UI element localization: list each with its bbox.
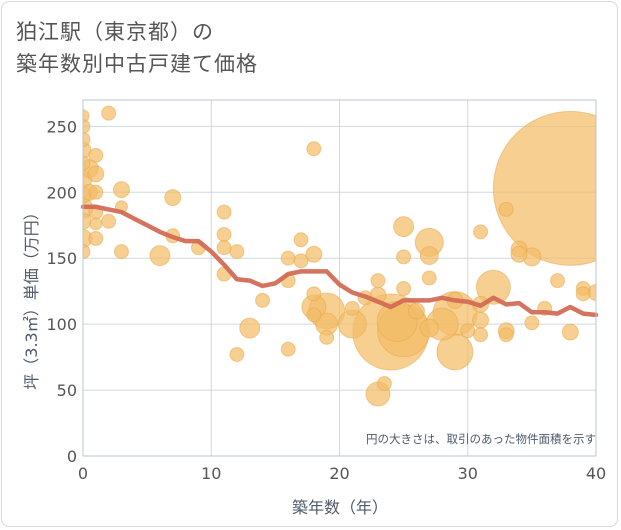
bubble-point <box>524 315 540 331</box>
bubble-point <box>473 224 489 240</box>
bubble-point <box>229 346 245 362</box>
bubble-point <box>396 281 412 297</box>
bubble-point <box>498 201 514 217</box>
bubble-point <box>101 105 117 121</box>
x-tick-label: 30 <box>458 464 478 483</box>
bubble-point <box>376 375 392 391</box>
bubble-point <box>216 204 232 220</box>
y-tick-label: 200 <box>46 183 77 202</box>
bubble-point <box>216 240 232 256</box>
average-line-series <box>80 204 599 318</box>
bubble-point <box>280 250 296 266</box>
bubble-point <box>255 292 271 308</box>
chart-title: 狛江駅（東京都）の 築年数別中古戸建て価格 <box>16 16 258 80</box>
x-tick-label: 40 <box>586 464 606 483</box>
bubble-point <box>510 245 528 263</box>
y-tick-label: 0 <box>67 447 77 466</box>
bubble-point <box>229 244 245 260</box>
bubble-point <box>419 246 439 266</box>
y-tick-label: 50 <box>57 381 77 400</box>
bubble-point <box>216 226 232 242</box>
bubble-point <box>239 317 261 339</box>
bubble-point <box>419 318 439 338</box>
bubble-point <box>306 141 322 157</box>
bubble-point <box>293 253 309 269</box>
bubble-point <box>407 302 425 320</box>
bubble-point <box>305 245 323 263</box>
bubble-point <box>460 323 476 339</box>
bubble-point <box>550 273 566 289</box>
chart-title-line2: 築年数別中古戸建て価格 <box>16 52 258 76</box>
bubble-point <box>101 213 117 229</box>
bubble-point <box>421 270 437 286</box>
x-tick-label: 0 <box>78 464 88 483</box>
axis-ticks: 0 10 20 30 40 0 50 100 150 200 250 <box>46 117 606 483</box>
bubble-point <box>83 109 90 123</box>
bubble-point <box>83 155 91 171</box>
x-tick-label: 10 <box>201 464 221 483</box>
bubble-point <box>344 300 360 316</box>
bubble-point <box>396 249 412 265</box>
bubble-point <box>370 273 386 289</box>
plot-frame <box>82 99 597 457</box>
bubble-point <box>319 329 335 345</box>
y-axis-label: 坪（3.3㎡）単価（万円） <box>22 204 41 389</box>
bubble-point <box>306 307 322 323</box>
bubble-point <box>393 216 415 238</box>
x-axis-label: 築年数（年） <box>292 498 388 517</box>
y-tick-label: 100 <box>46 315 77 334</box>
chart-title-line1: 狛江駅（東京都）の <box>16 20 214 44</box>
y-tick-label: 150 <box>46 249 77 268</box>
bubble-series <box>83 105 596 407</box>
bubble-point <box>280 341 296 357</box>
bubble-point <box>87 165 105 183</box>
x-tick-label: 20 <box>329 464 349 483</box>
bubble-point <box>492 110 596 266</box>
bubble-point <box>88 147 104 163</box>
bubble-point <box>149 245 171 267</box>
bubble-point <box>475 269 511 305</box>
y-tick-label: 250 <box>46 117 77 136</box>
bubble-point <box>83 132 91 148</box>
bubble-point <box>306 286 322 302</box>
bubble-point <box>561 323 579 341</box>
bubble-point <box>88 184 104 200</box>
average-price-line <box>80 204 599 318</box>
bubble-point <box>293 232 309 248</box>
bubble-point <box>498 327 514 343</box>
size-note: 円の大きさは、取引のあった物件面積を示す <box>366 432 596 446</box>
bubble-point <box>113 244 129 260</box>
bubble-point <box>472 311 490 329</box>
bubble-point <box>164 189 182 207</box>
bubble-point <box>112 181 130 199</box>
bubble-point <box>89 217 103 231</box>
bubble-point <box>83 244 91 260</box>
bubble-point <box>575 286 591 302</box>
bubble-point <box>83 118 91 134</box>
bubble-point <box>88 230 104 246</box>
bubble-point <box>473 327 489 343</box>
